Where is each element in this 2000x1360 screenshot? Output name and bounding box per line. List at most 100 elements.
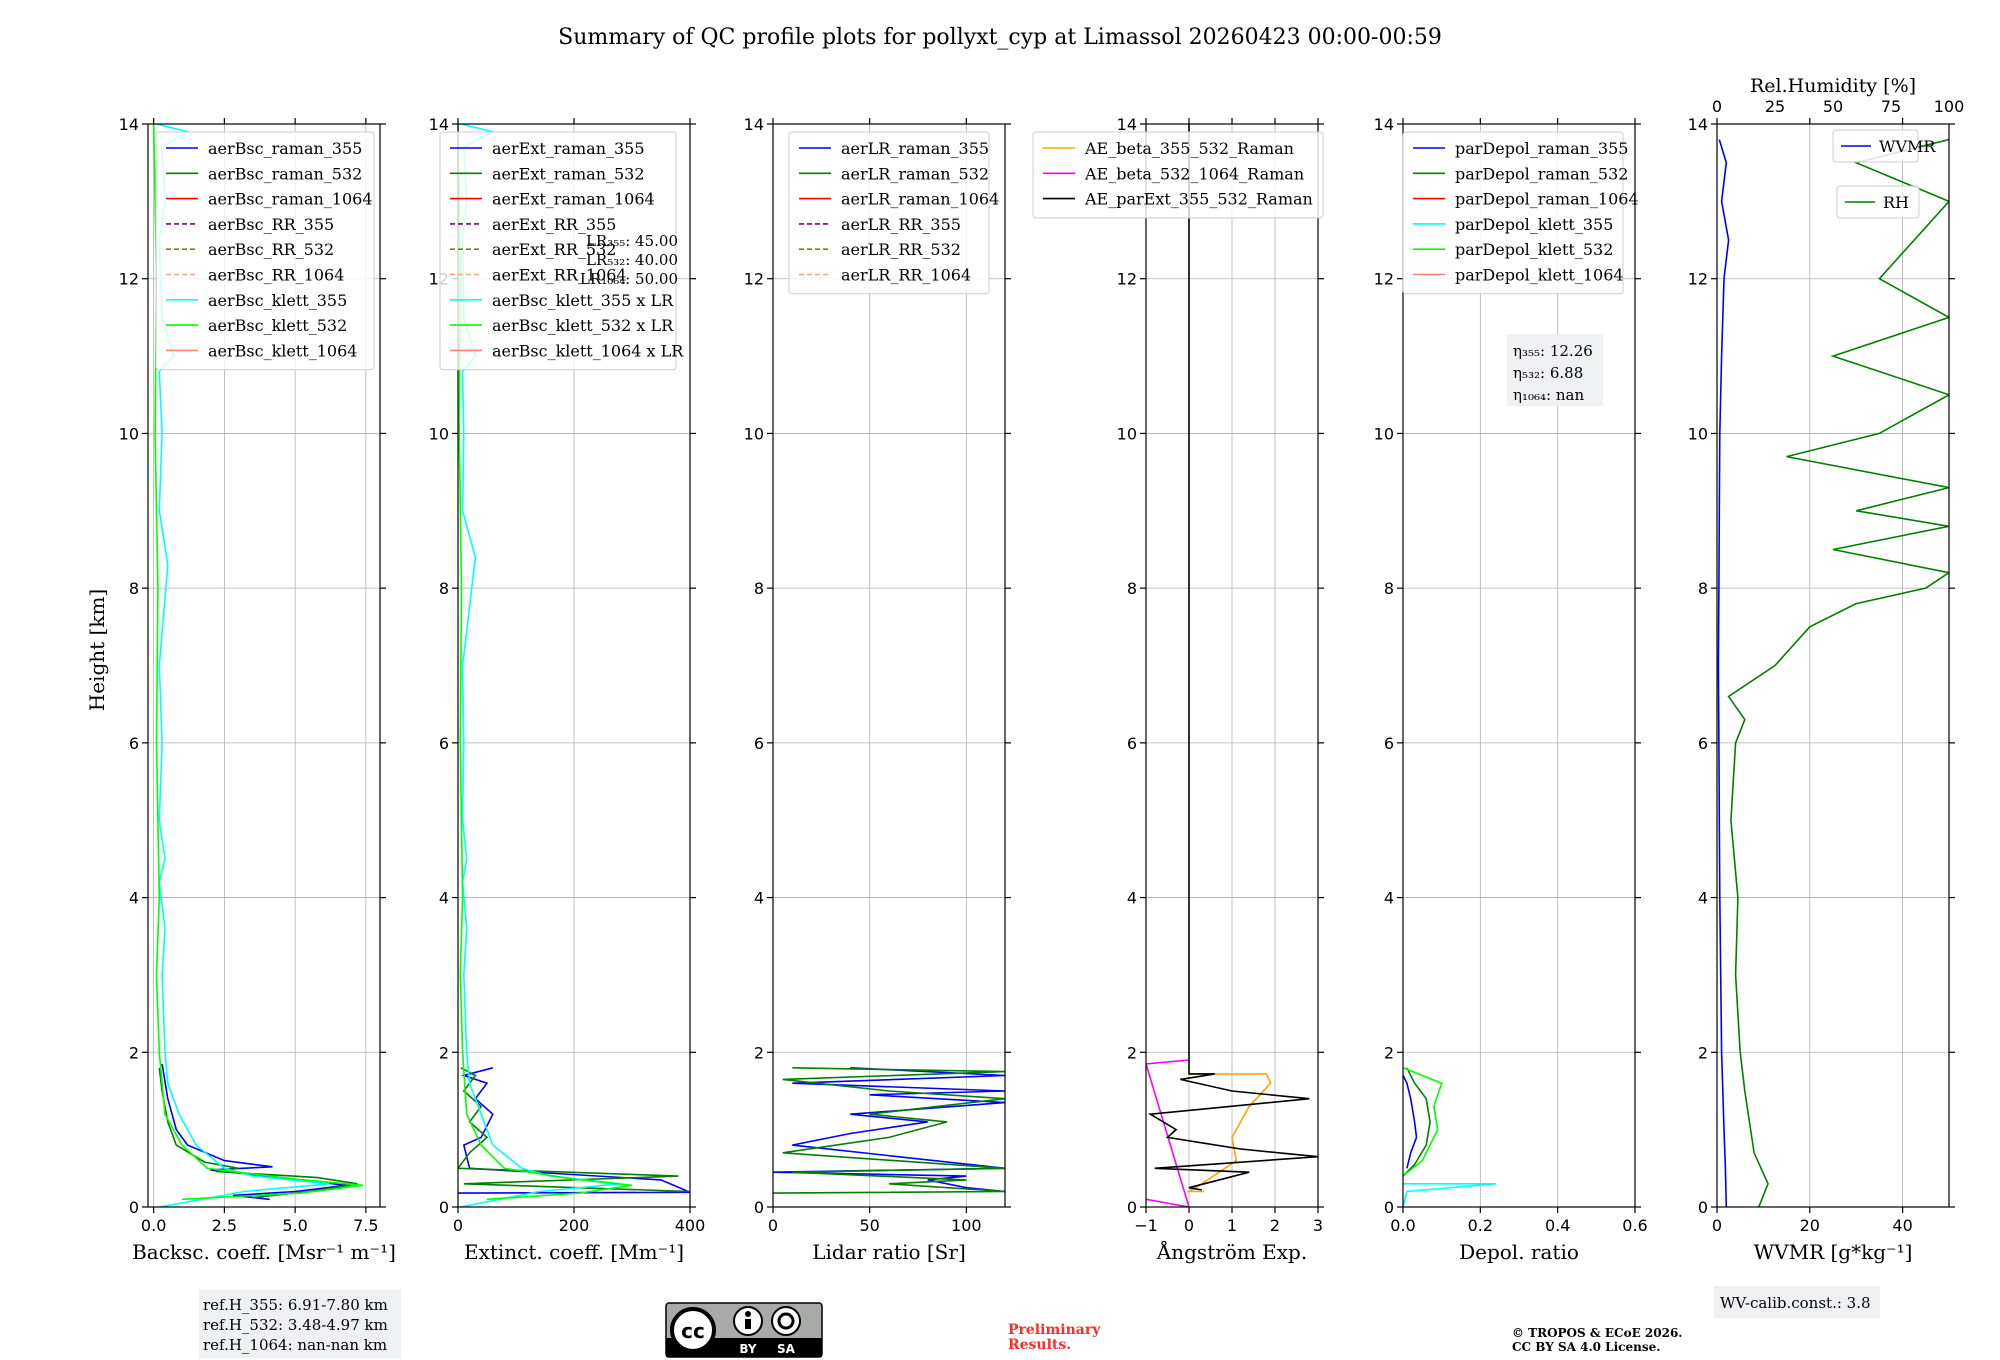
y-tick-label: 8 <box>439 579 449 598</box>
legend-label: aerLR_RR_355 <box>841 215 961 234</box>
axes-frame <box>1716 123 1950 1208</box>
y-tick-label: 4 <box>439 889 449 908</box>
y-tick-label: 6 <box>754 734 764 753</box>
legend-box <box>788 131 990 295</box>
preliminary-line-2: Results. <box>1008 1337 1071 1353</box>
panel-bsc: 0.0 2.5 5.0 7.5 0 2 4 6 8 10 12 14 Backsc. coeff. [M… <box>119 115 401 1358</box>
y-tick-label: 2 <box>439 1043 449 1062</box>
series-line-parDepol_raman_355 <box>1403 1075 1418 1169</box>
series-line-aerLR_raman_355 <box>773 1067 1005 1193</box>
x-tick-label: 20 <box>1800 1216 1820 1235</box>
y-axis-label: Height [km] <box>85 589 109 711</box>
legend-label: aerExt_RR_1064 <box>492 266 627 285</box>
legend-label: aerLR_raman_1064 <box>841 190 999 209</box>
legend-label: aerBsc_RR_1064 <box>208 266 344 285</box>
cc-sa-label: SA <box>777 1342 796 1356</box>
legend-label: WVMR <box>1879 137 1936 156</box>
legend-label: aerBsc_raman_1064 <box>208 190 373 209</box>
y-tick-label: 8 <box>1127 579 1137 598</box>
reference-height-note: ref.H_1064: nan-nan km <box>203 1336 387 1354</box>
legend-label: aerBsc_klett_532 x LR <box>492 316 674 335</box>
y-tick-label: 6 <box>1127 734 1137 753</box>
y-tick-label: 2 <box>1698 1043 1708 1062</box>
series-line-aerBsc_klett_532 x LR <box>458 124 633 1201</box>
lr-note: LR₁₀₆₄: 50.00 <box>580 270 678 288</box>
lr-note: LR₅₃₂: 40.00 <box>586 251 678 269</box>
x-tick-label: 5.0 <box>282 1216 307 1235</box>
x-tick-label: 0.0 <box>1390 1216 1415 1235</box>
y-tick-label: 12 <box>1117 270 1137 289</box>
legend: parDepol_raman_355 parDepol_raman_532 parD… <box>1402 131 1639 295</box>
y-tick-label: 0 <box>1127 1198 1137 1217</box>
x-tick-label: 0 <box>453 1216 463 1235</box>
x-axis-label: Depol. ratio <box>1459 1240 1579 1264</box>
axes-frame <box>772 123 1006 1208</box>
y-tick-label: 14 <box>1688 115 1708 134</box>
top-tick-label: 100 <box>1934 97 1965 116</box>
series-line-AE_beta_532_1064_Raman <box>1146 1059 1190 1207</box>
panel-lr: 0 50 100 0 2 4 6 8 10 12 14 Lidar ratio [Sr] aerLR_r… <box>744 115 1011 1264</box>
series-line-parDepol_raman_532 <box>1403 1067 1431 1177</box>
legend-label: aerBsc_klett_355 x LR <box>492 291 674 310</box>
legend-label: aerExt_raman_355 <box>492 139 645 158</box>
legend: WVMR <box>1832 129 1936 163</box>
series-line-RH <box>1727 138 1949 1207</box>
legend-label: aerBsc_raman_532 <box>208 164 362 183</box>
legend-label: parDepol_klett_532 <box>1455 240 1613 259</box>
legend-label: parDepol_klett_1064 <box>1455 266 1624 285</box>
y-tick-label: 0 <box>1698 1198 1708 1217</box>
series-group <box>1146 124 1318 1207</box>
series-line-AE_beta_355_532_Raman <box>1186 1073 1272 1193</box>
legend-box <box>155 131 375 371</box>
reference-height-note: ref.H_532: 3.48-4.97 km <box>203 1316 388 1334</box>
cc-by-label: BY <box>739 1342 756 1356</box>
legend-label: aerBsc_klett_532 <box>208 316 347 335</box>
x-tick-label: 200 <box>559 1216 590 1235</box>
legend: aerExt_raman_355 aerExt_raman_532 aerExt_r… <box>439 131 684 371</box>
x-axis-label: Lidar ratio [Sr] <box>812 1240 966 1264</box>
panel-wv: 0 20 40 0 2 4 6 8 10 12 14 WVMR [g*kg⁻¹] 0 25 50 75 100 R… <box>1688 75 1965 1318</box>
y-tick-label: 14 <box>1117 115 1137 134</box>
legend-box <box>1832 129 1919 163</box>
axes-frame <box>1402 123 1636 1208</box>
x-tick-label: 7.5 <box>353 1216 378 1235</box>
y-tick-label: 14 <box>1374 115 1394 134</box>
series-line-parDepol_klett_355 <box>1403 1183 1496 1207</box>
x-tick-label: 0.0 <box>141 1216 166 1235</box>
legend-label: aerBsc_klett_1064 x LR <box>492 341 684 360</box>
legend-box <box>1836 185 1920 219</box>
legend-label: aerBsc_RR_355 <box>208 215 334 234</box>
wv-calib-box: WV-calib.const.: 3.8 <box>1714 1286 1880 1318</box>
copyright-line-2: CC BY SA 4.0 License. <box>1512 1340 1660 1354</box>
legend-label: aerLR_RR_532 <box>841 240 961 259</box>
x-tick-label: 0.4 <box>1545 1216 1570 1235</box>
legend-label: parDepol_raman_355 <box>1455 139 1628 158</box>
y-tick-label: 12 <box>119 270 139 289</box>
x-tick-label: 0 <box>1712 1216 1722 1235</box>
legend-label: AE_parExt_355_532_Raman <box>1084 190 1313 209</box>
series-line-aerBsc_klett_532 <box>152 124 364 1201</box>
legend-label: aerLR_raman_532 <box>841 164 989 183</box>
x-axis-label: Ångström Exp. <box>1156 1239 1307 1264</box>
y-tick-label: 14 <box>744 115 764 134</box>
legend-label: AE_beta_532_1064_Raman <box>1084 164 1304 183</box>
legend-label: RH <box>1883 193 1909 212</box>
y-tick-label: 6 <box>439 734 449 753</box>
y-tick-label: 10 <box>1117 424 1137 443</box>
legend-label: aerExt_RR_532 <box>492 240 616 259</box>
legend-label: aerBsc_RR_532 <box>208 240 334 259</box>
eta-note: η₃₅₅: 12.26 <box>1513 342 1593 360</box>
legend-box <box>1402 131 1624 295</box>
series-line-aerExt_raman_355 <box>458 1067 690 1194</box>
y-tick-label: 6 <box>1698 734 1708 753</box>
legend-label: AE_beta_355_532_Raman <box>1084 139 1294 158</box>
y-tick-label: 8 <box>129 579 139 598</box>
legend-label: aerLR_RR_1064 <box>841 266 971 285</box>
eta-note: η₁₀₆₄: nan <box>1513 386 1584 404</box>
legend: aerBsc_raman_355 aerBsc_raman_532 aerBsc_r… <box>155 131 375 371</box>
y-tick-label: 12 <box>744 270 764 289</box>
y-tick-label: 8 <box>1698 579 1708 598</box>
y-tick-label: 10 <box>1688 424 1708 443</box>
top-tick-label: 75 <box>1881 97 1901 116</box>
